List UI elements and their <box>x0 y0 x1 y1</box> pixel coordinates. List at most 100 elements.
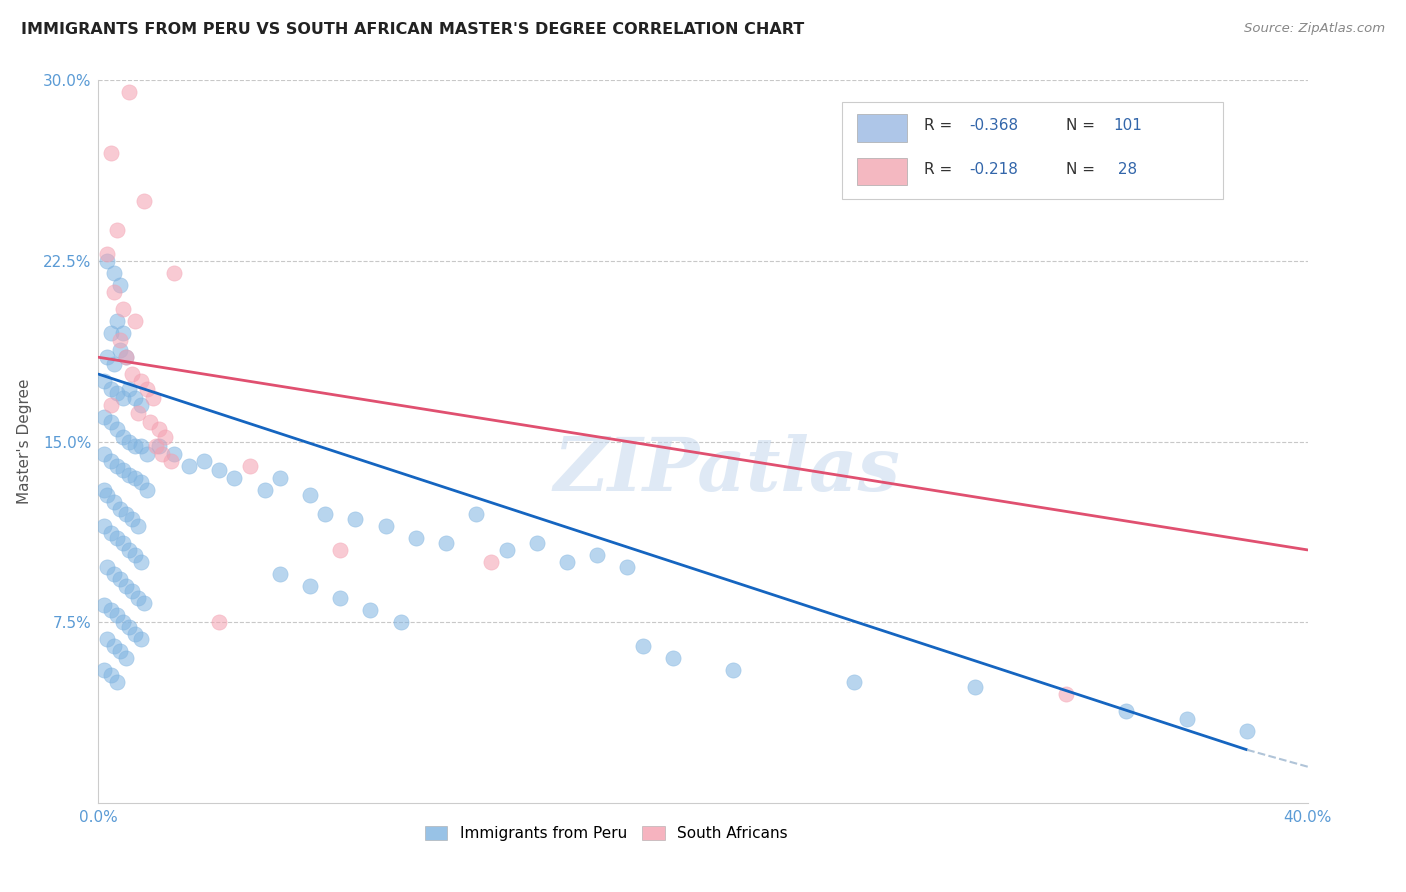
Text: 28: 28 <box>1114 161 1137 177</box>
Point <box>111 301 134 317</box>
Point <box>124 548 146 562</box>
Point <box>103 494 125 508</box>
Point <box>124 391 146 405</box>
Point <box>129 439 152 453</box>
Point <box>96 253 118 268</box>
Point <box>105 607 128 622</box>
Point <box>481 555 503 569</box>
Point <box>105 458 128 473</box>
Point <box>132 194 155 208</box>
Point <box>100 326 122 340</box>
Point <box>105 675 128 690</box>
Point <box>299 487 322 501</box>
FancyBboxPatch shape <box>842 102 1223 200</box>
Point <box>127 406 149 420</box>
Point <box>93 483 115 497</box>
Point <box>129 374 152 388</box>
Point <box>405 531 427 545</box>
Point <box>208 463 231 477</box>
Point <box>1236 723 1258 738</box>
Text: IMMIGRANTS FROM PERU VS SOUTH AFRICAN MASTER'S DEGREE CORRELATION CHART: IMMIGRANTS FROM PERU VS SOUTH AFRICAN MA… <box>21 22 804 37</box>
Point <box>389 615 412 630</box>
Point <box>135 446 157 460</box>
Point <box>616 559 638 574</box>
Point <box>142 391 165 405</box>
Point <box>465 507 488 521</box>
Point <box>434 535 457 549</box>
Legend: Immigrants from Peru, South Africans: Immigrants from Peru, South Africans <box>420 822 793 846</box>
Point <box>269 567 291 582</box>
Point <box>118 468 141 483</box>
FancyBboxPatch shape <box>856 158 907 185</box>
Point <box>253 483 276 497</box>
Point <box>1115 704 1137 718</box>
Point <box>132 596 155 610</box>
Point <box>96 246 118 260</box>
Point <box>108 644 131 658</box>
Point <box>100 454 122 468</box>
Point <box>1175 712 1198 726</box>
Point <box>179 458 201 473</box>
Point <box>344 511 367 525</box>
Point <box>135 483 157 497</box>
Point <box>105 422 128 436</box>
Point <box>118 434 141 449</box>
Point <box>661 651 683 665</box>
Point <box>114 350 136 364</box>
Point <box>129 555 152 569</box>
Point <box>526 535 548 549</box>
Text: N =: N = <box>1066 161 1099 177</box>
Point <box>100 668 122 682</box>
Point <box>723 664 745 678</box>
Point <box>96 632 118 646</box>
Point <box>124 627 146 641</box>
Text: R =: R = <box>924 161 957 177</box>
Point <box>100 145 122 160</box>
Point <box>108 277 131 292</box>
Point <box>124 439 146 453</box>
Point <box>100 398 122 412</box>
Y-axis label: Master's Degree: Master's Degree <box>17 379 32 504</box>
Point <box>105 314 128 328</box>
Point <box>314 507 336 521</box>
Point <box>105 531 128 545</box>
Point <box>118 382 141 396</box>
Point <box>124 314 146 328</box>
Point <box>224 470 246 484</box>
Point <box>100 415 122 429</box>
Point <box>239 458 262 473</box>
Point <box>555 555 578 569</box>
Point <box>193 454 215 468</box>
Point <box>129 632 152 646</box>
Point <box>108 343 131 357</box>
Point <box>269 470 291 484</box>
Point <box>844 675 866 690</box>
Point <box>111 430 134 444</box>
Point <box>96 559 118 574</box>
Point <box>103 266 125 280</box>
Text: ZIPatlas: ZIPatlas <box>554 434 901 507</box>
Point <box>329 591 352 605</box>
Point <box>139 415 162 429</box>
Point <box>148 422 170 436</box>
Point <box>150 446 173 460</box>
Text: Source: ZipAtlas.com: Source: ZipAtlas.com <box>1244 22 1385 36</box>
Point <box>111 326 134 340</box>
Point <box>160 454 183 468</box>
Point <box>103 567 125 582</box>
Point <box>93 374 115 388</box>
Point <box>329 542 352 557</box>
Point <box>111 615 134 630</box>
Point <box>153 430 176 444</box>
Point <box>96 487 118 501</box>
Point <box>108 334 131 348</box>
Point <box>121 583 143 598</box>
Text: N =: N = <box>1066 119 1099 133</box>
Point <box>299 579 322 593</box>
Point <box>100 603 122 617</box>
Point <box>100 382 122 396</box>
Point <box>127 518 149 533</box>
Point <box>114 507 136 521</box>
Point <box>93 664 115 678</box>
Point <box>145 439 167 453</box>
